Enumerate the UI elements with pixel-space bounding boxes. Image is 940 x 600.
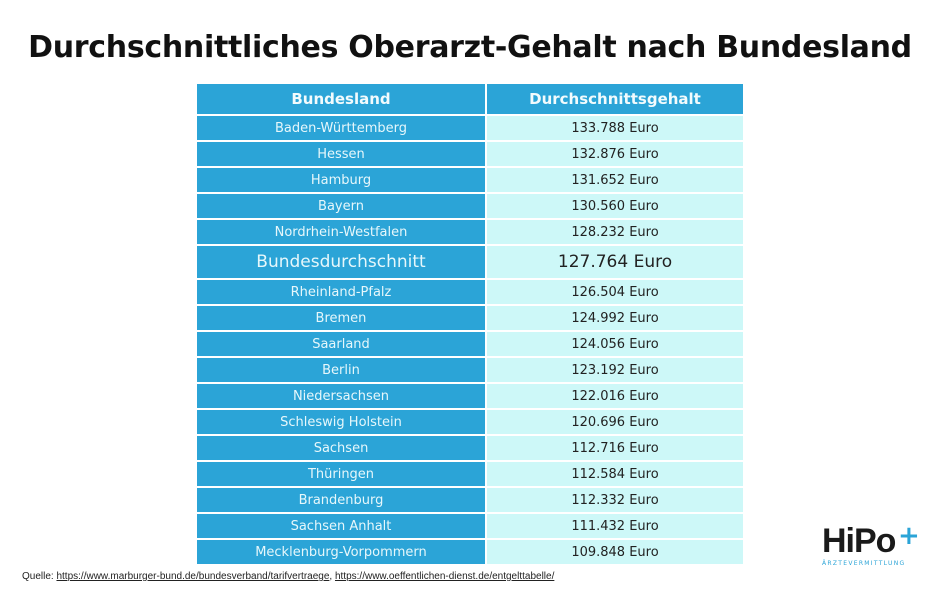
- table-row: Sachsen Anhalt 111.432 Euro: [197, 514, 743, 538]
- source-link-1[interactable]: https://www.marburger-bund.de/bundesverb…: [56, 571, 330, 582]
- gehalt-cell: 124.056 Euro: [487, 332, 743, 356]
- plus-icon: +: [898, 521, 920, 551]
- table-row: Baden-Württemberg 133.788 Euro: [197, 116, 743, 140]
- bundesland-cell: Thüringen: [197, 462, 485, 486]
- gehalt-cell: 122.016 Euro: [487, 384, 743, 408]
- table-row: Bayern 130.560 Euro: [197, 194, 743, 218]
- source-label: Quelle:: [22, 571, 54, 582]
- gehalt-cell: 124.992 Euro: [487, 306, 743, 330]
- bundesland-cell: Mecklenburg-Vorpommern: [197, 540, 485, 564]
- table-row: Hamburg 131.652 Euro: [197, 168, 743, 192]
- table-row: Niedersachsen 122.016 Euro: [197, 384, 743, 408]
- bundesland-cell: Berlin: [197, 358, 485, 382]
- source-link-2[interactable]: https://www.oeffentlichen-dienst.de/entg…: [334, 571, 555, 582]
- page-title: Durchschnittliches Oberarzt-Gehalt nach …: [28, 30, 912, 65]
- table-row: Berlin 123.192 Euro: [197, 358, 743, 382]
- table-row: Bundesdurchschnitt 127.764 Euro: [197, 246, 743, 278]
- gehalt-cell: 112.716 Euro: [487, 436, 743, 460]
- source-note: Quelle: https://www.marburger-bund.de/bu…: [22, 571, 555, 582]
- bundesland-cell: Bremen: [197, 306, 485, 330]
- table-row: Saarland 124.056 Euro: [197, 332, 743, 356]
- bundesland-cell: Sachsen Anhalt: [197, 514, 485, 538]
- gehalt-cell: 123.192 Euro: [487, 358, 743, 382]
- gehalt-cell: 132.876 Euro: [487, 142, 743, 166]
- bundesland-cell: Hamburg: [197, 168, 485, 192]
- gehalt-cell: 131.652 Euro: [487, 168, 743, 192]
- gehalt-cell: 128.232 Euro: [487, 220, 743, 244]
- bundesland-cell: Schleswig Holstein: [197, 410, 485, 434]
- table-row: Hessen 132.876 Euro: [197, 142, 743, 166]
- gehalt-cell: 112.332 Euro: [487, 488, 743, 512]
- bundesland-cell: Sachsen: [197, 436, 485, 460]
- bundesland-cell: Bayern: [197, 194, 485, 218]
- gehalt-cell: 126.504 Euro: [487, 280, 743, 304]
- gehalt-cell: 130.560 Euro: [487, 194, 743, 218]
- gehalt-cell: 120.696 Euro: [487, 410, 743, 434]
- bundesland-cell: Hessen: [197, 142, 485, 166]
- table-row: Mecklenburg-Vorpommern 109.848 Euro: [197, 540, 743, 564]
- table-row: Sachsen 112.716 Euro: [197, 436, 743, 460]
- table-row: Nordrhein-Westfalen 128.232 Euro: [197, 220, 743, 244]
- table-row: Schleswig Holstein 120.696 Euro: [197, 410, 743, 434]
- bundesland-cell: Bundesdurchschnitt: [197, 246, 485, 278]
- gehalt-cell: 133.788 Euro: [487, 116, 743, 140]
- table-row: Thüringen 112.584 Euro: [197, 462, 743, 486]
- header-gehalt: Durchschnittsgehalt: [487, 84, 743, 114]
- bundesland-cell: Saarland: [197, 332, 485, 356]
- bundesland-cell: Brandenburg: [197, 488, 485, 512]
- table-row: Rheinland-Pfalz 126.504 Euro: [197, 280, 743, 304]
- table-row: Bremen 124.992 Euro: [197, 306, 743, 330]
- table-row: Brandenburg 112.332 Euro: [197, 488, 743, 512]
- gehalt-cell: 127.764 Euro: [487, 246, 743, 278]
- gehalt-cell: 112.584 Euro: [487, 462, 743, 486]
- bundesland-cell: Rheinland-Pfalz: [197, 280, 485, 304]
- table-header: Bundesland Durchschnittsgehalt: [197, 84, 743, 114]
- header-bundesland: Bundesland: [197, 84, 485, 114]
- bundesland-cell: Niedersachsen: [197, 384, 485, 408]
- gehalt-cell: 109.848 Euro: [487, 540, 743, 564]
- gehalt-cell: 111.432 Euro: [487, 514, 743, 538]
- bundesland-cell: Nordrhein-Westfalen: [197, 220, 485, 244]
- salary-table: Bundesland Durchschnittsgehalt Baden-Wür…: [197, 84, 743, 566]
- bundesland-cell: Baden-Württemberg: [197, 116, 485, 140]
- hipo-logo: HiPo + ÄRZTEVERMITTLUNG: [822, 521, 920, 567]
